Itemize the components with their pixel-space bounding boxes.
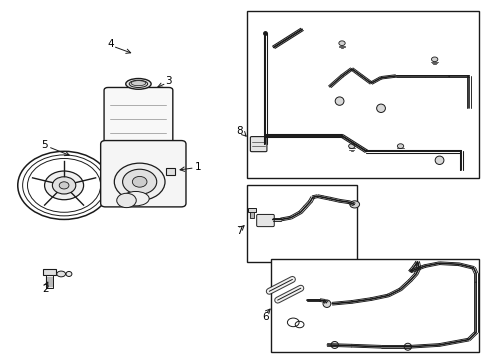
Ellipse shape (131, 81, 145, 86)
Bar (246, 12, 478, 178)
Text: 2: 2 (42, 284, 49, 294)
Bar (42, 269, 56, 275)
FancyBboxPatch shape (250, 136, 266, 152)
Text: 6: 6 (262, 312, 268, 322)
Ellipse shape (66, 271, 72, 276)
Text: 4: 4 (107, 40, 114, 49)
Circle shape (59, 182, 69, 189)
Text: 7: 7 (236, 226, 243, 236)
Circle shape (338, 41, 345, 45)
Ellipse shape (434, 156, 443, 165)
Ellipse shape (57, 271, 65, 277)
Circle shape (44, 171, 83, 200)
Circle shape (397, 144, 403, 148)
Text: 5: 5 (41, 140, 48, 150)
Circle shape (122, 169, 157, 194)
FancyBboxPatch shape (256, 215, 274, 226)
Circle shape (348, 144, 354, 148)
Circle shape (117, 193, 136, 208)
Ellipse shape (376, 104, 385, 112)
Bar (46, 275, 53, 288)
Bar (165, 168, 175, 175)
Bar (250, 212, 254, 219)
Ellipse shape (330, 342, 338, 348)
Ellipse shape (404, 343, 411, 350)
Bar (271, 259, 478, 352)
Ellipse shape (122, 192, 149, 206)
Ellipse shape (334, 97, 343, 105)
Circle shape (114, 163, 164, 201)
Bar (246, 185, 356, 262)
Circle shape (430, 57, 437, 62)
Ellipse shape (323, 300, 330, 307)
Bar (248, 208, 256, 212)
FancyBboxPatch shape (101, 140, 185, 207)
Circle shape (52, 177, 76, 194)
Text: 1: 1 (194, 162, 201, 172)
Circle shape (349, 201, 359, 208)
FancyBboxPatch shape (104, 87, 172, 147)
Circle shape (132, 176, 147, 187)
Text: 3: 3 (165, 76, 172, 86)
Text: 8: 8 (236, 126, 243, 136)
Ellipse shape (125, 78, 151, 89)
Ellipse shape (129, 80, 147, 87)
